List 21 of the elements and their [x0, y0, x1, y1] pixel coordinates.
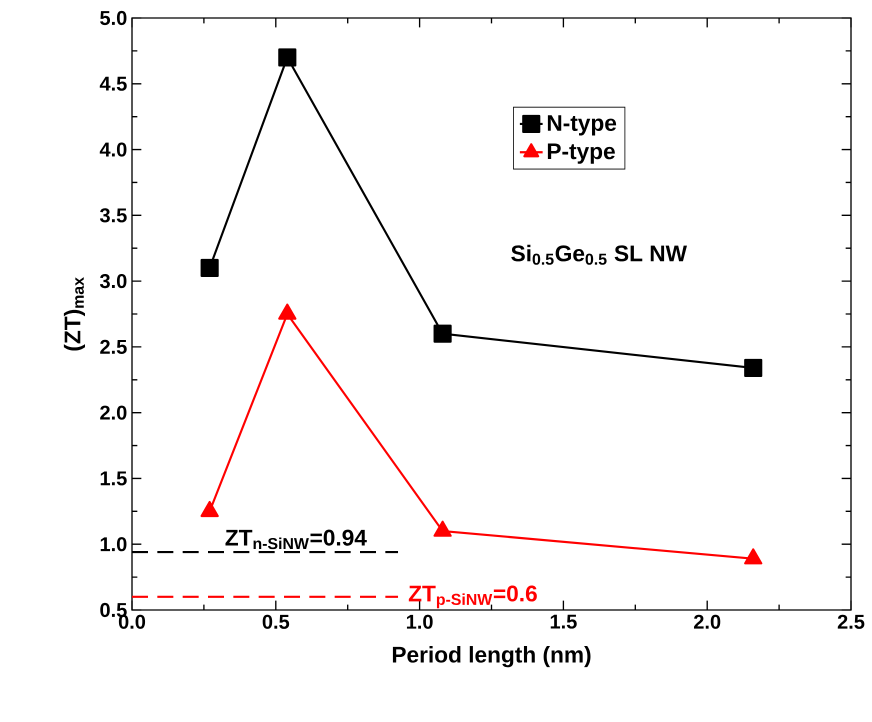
legend-label: N-type	[548, 115, 616, 136]
y-tick-label: 1.0	[100, 537, 126, 552]
x-tick-label: 2.0	[694, 614, 720, 629]
y-axis-title: (ZT)$_{max}$	[64, 277, 85, 350]
y-tick-label: 3.5	[100, 208, 127, 222]
x-tick-label: 1.5	[550, 614, 577, 629]
y-tick-label: 2.5	[100, 340, 127, 354]
ref-line-label: ZT$_{p-SiNW}$=0.6	[408, 586, 537, 608]
x-axis-title: Period length (nm)	[392, 646, 590, 668]
y-tick-label: 4.5	[100, 76, 127, 91]
y-tick-label: 4.0	[100, 142, 126, 157]
ref-line-label: ZT$_{n-SiNW}$=0.94	[225, 530, 367, 550]
x-tick-label: 0.5	[262, 614, 290, 629]
x-tick-label: 1.0	[406, 614, 433, 629]
legend-label: P-type	[548, 143, 615, 164]
y-tick-label: 1.5	[100, 471, 127, 486]
y-tick-label: 5.0	[100, 10, 126, 26]
y-tick-label: 3.0	[100, 274, 126, 288]
annotation: Si$_{0.5}$Ge$_{0.5}$ SL NW	[511, 244, 687, 265]
y-tick-label: 2.0	[100, 406, 126, 420]
x-tick-label: 2.5	[838, 614, 864, 629]
